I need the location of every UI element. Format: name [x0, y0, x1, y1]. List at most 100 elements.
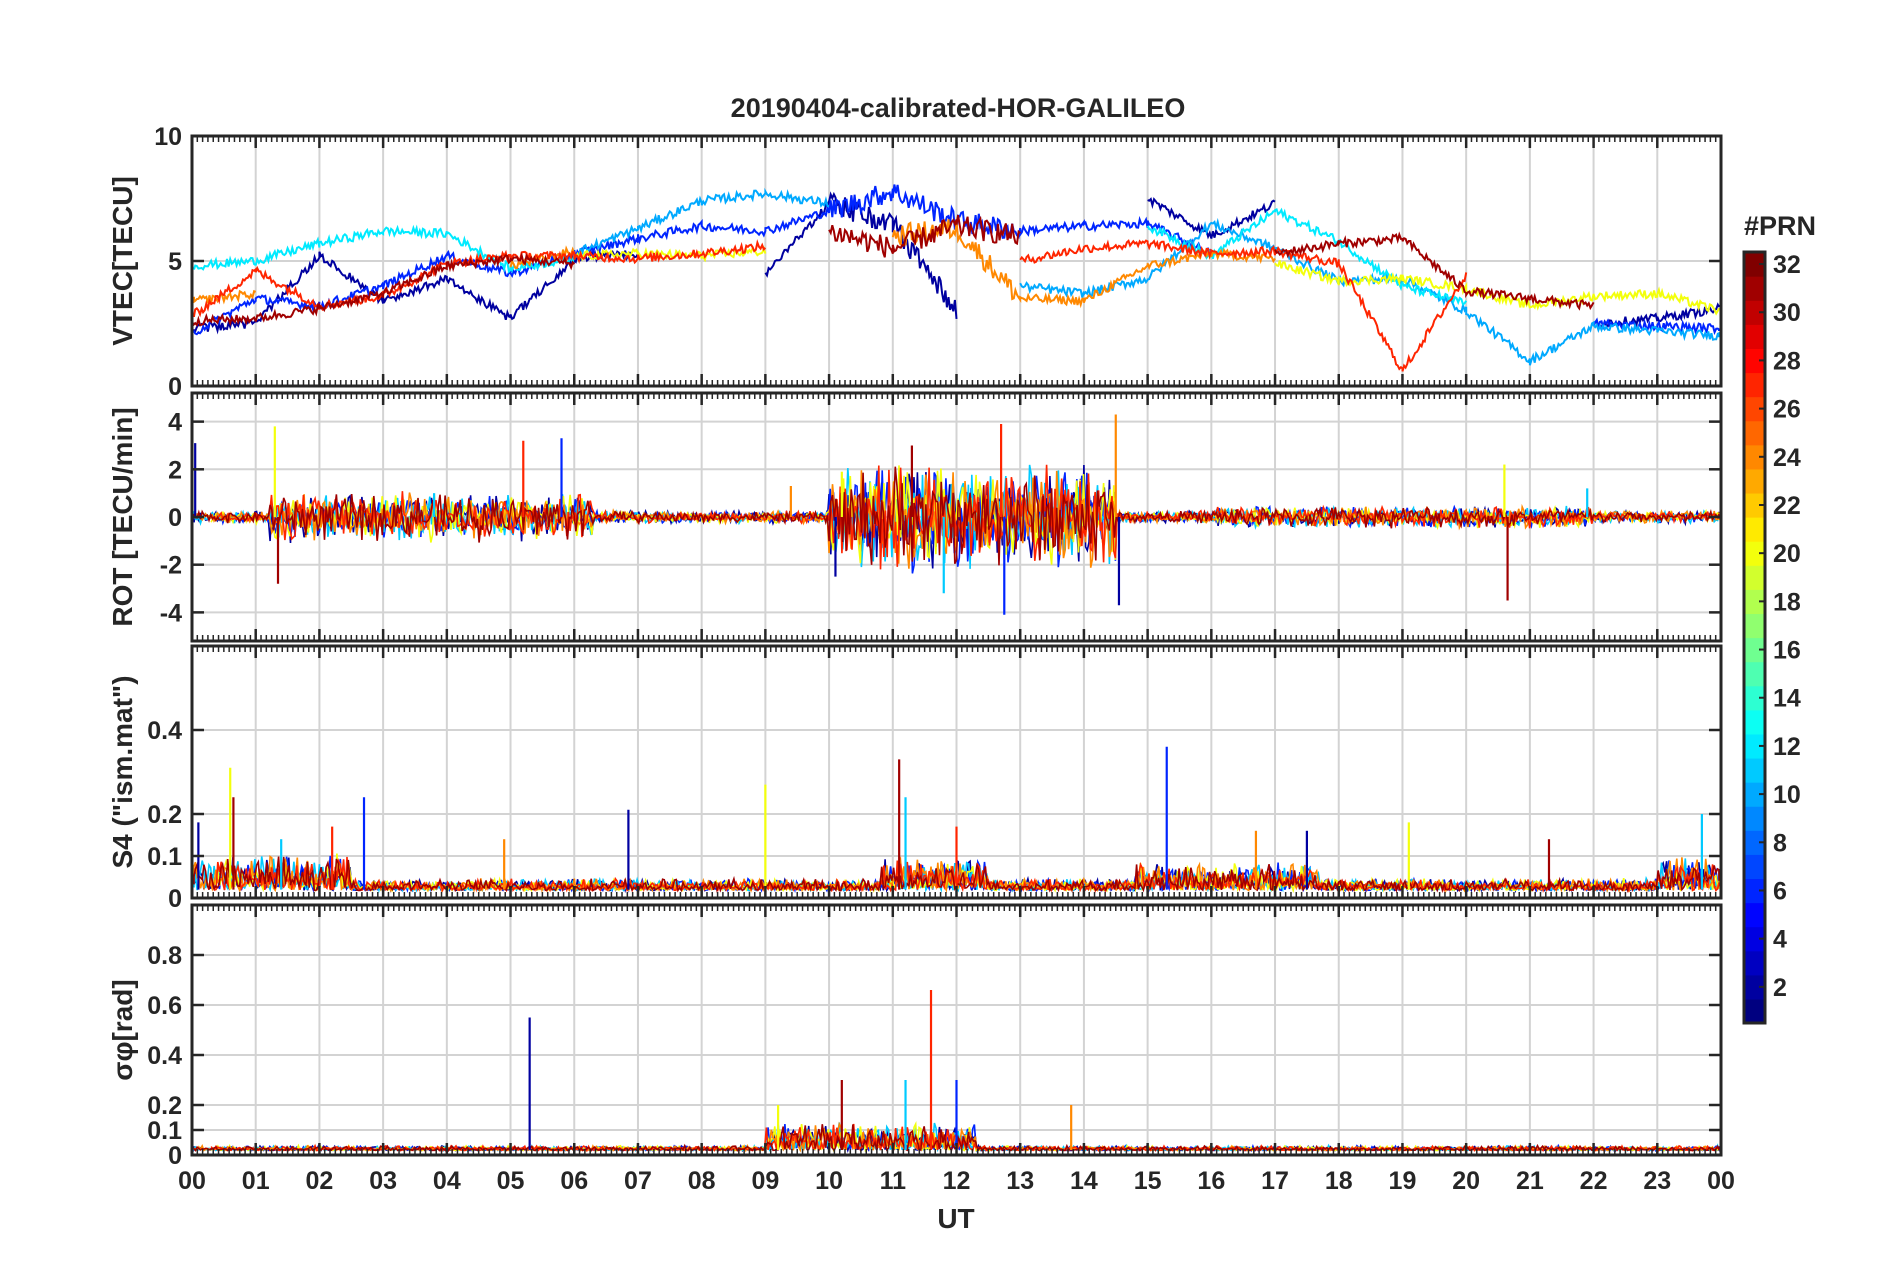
colorbar-segment — [1744, 974, 1765, 1000]
y-tick-label: 0 — [168, 504, 182, 532]
vtec-series-line — [193, 214, 1595, 327]
colorbar-segment — [1744, 661, 1765, 687]
colorbar-segment — [1744, 396, 1765, 422]
chart-title: 20190404-calibrated-HOR-GALILEO — [731, 93, 1186, 123]
colorbar-tick-label: 16 — [1773, 637, 1801, 665]
sigma-ylabel: σφ[rad] — [107, 979, 138, 1080]
x-tick-label: 00 — [1707, 1167, 1735, 1195]
colorbar-segment — [1744, 926, 1765, 952]
y-tick-label: 2 — [168, 456, 182, 484]
x-axis-label: UT — [937, 1203, 974, 1234]
y-tick-label: 0.6 — [147, 992, 182, 1020]
y-tick-label: 0.4 — [147, 717, 182, 745]
colorbar-tick-label: 32 — [1773, 251, 1801, 279]
colorbar-segment — [1744, 468, 1765, 494]
x-tick-label: 12 — [943, 1167, 971, 1195]
y-tick-label: 5 — [168, 248, 182, 276]
colorbar-tick-label: 18 — [1773, 588, 1801, 616]
colorbar-tick-label: 2 — [1773, 974, 1787, 1002]
colorbar-title: #PRN — [1744, 211, 1816, 241]
y-tick-label: 0.2 — [147, 801, 182, 829]
y-tick-label: 0 — [168, 1142, 182, 1170]
panel-rot: -4 -2 0 2 4 ROT [TECU/min] — [107, 391, 1723, 643]
y-tick-label: 10 — [154, 123, 182, 151]
panel-vtec: 0 5 10 VTEC[TECU] — [107, 123, 1723, 401]
y-tick-label: 0 — [168, 885, 182, 913]
x-tick-label: 04 — [433, 1167, 461, 1195]
x-tick-label: 13 — [1006, 1167, 1034, 1195]
colorbar-segment — [1744, 757, 1765, 783]
vtec-series-line — [193, 239, 1468, 372]
colorbar-segment — [1744, 998, 1765, 1024]
colorbar-tick-label: 8 — [1773, 829, 1787, 857]
colorbar-segment — [1744, 637, 1765, 663]
y-tick-label: 4 — [168, 409, 182, 437]
colorbar-tick-label: 14 — [1773, 685, 1801, 713]
colorbar-tick-label: 30 — [1773, 299, 1801, 327]
panel-rot-frame — [190, 391, 1723, 643]
colorbar-segment — [1744, 589, 1765, 615]
x-tick-label: 10 — [815, 1167, 843, 1195]
x-tick-label: 05 — [497, 1167, 525, 1195]
colorbar-tick-label: 4 — [1773, 926, 1787, 954]
colorbar-tick-label: 12 — [1773, 733, 1801, 761]
panel-s4-frame — [190, 644, 1723, 900]
x-tick-label: 18 — [1325, 1167, 1353, 1195]
y-tick-label: 0.1 — [147, 1117, 182, 1145]
colorbar-tick-label: 10 — [1773, 781, 1801, 809]
y-tick-label: 0 — [168, 373, 182, 401]
colorbar-segment — [1744, 541, 1765, 566]
x-tick-label: 19 — [1389, 1167, 1417, 1195]
colorbar-segment — [1744, 782, 1765, 807]
colorbar-segment — [1744, 324, 1765, 349]
x-tick-label: 14 — [1070, 1167, 1098, 1195]
colorbar-segment — [1744, 444, 1765, 470]
x-tick-label: 07 — [624, 1167, 652, 1195]
colorbar-segment — [1744, 565, 1765, 590]
y-tick-label: 0.2 — [147, 1092, 182, 1120]
vtec-series-line — [574, 245, 1720, 316]
y-tick-label: -2 — [160, 552, 182, 580]
x-tick-label: 02 — [306, 1167, 334, 1195]
colorbar-frame — [1742, 250, 1767, 1025]
colorbar-tick-label: 24 — [1773, 444, 1801, 472]
x-tick-label: 09 — [751, 1167, 779, 1195]
s4-ylabel: S4 ("ism.mat") — [107, 675, 138, 868]
x-tick-label: 22 — [1580, 1167, 1608, 1195]
colorbar-tick-label: 6 — [1773, 877, 1787, 905]
rot-ylabel: ROT [TECU/min] — [107, 407, 138, 626]
x-tick-label: 11 — [880, 1167, 907, 1195]
colorbar-segment — [1744, 685, 1765, 711]
colorbar-segment — [1744, 806, 1765, 831]
y-tick-label: 0.4 — [147, 1042, 182, 1070]
rot-noise-trace — [193, 466, 1720, 566]
panel-sigma-frame — [190, 903, 1723, 1157]
colorbar-segment — [1744, 300, 1765, 325]
colorbar-segment — [1744, 878, 1765, 904]
y-tick-label: 0.1 — [147, 843, 182, 871]
x-tick-label: 00 — [178, 1167, 206, 1195]
panel-sigma-phi: 00.10.2 0.4 0.6 0.8 σφ[rad] 00 01 02 03 04 05 06 0… — [107, 903, 1735, 1234]
x-tick-label: 01 — [242, 1167, 270, 1195]
colorbar-segment — [1744, 902, 1765, 928]
colorbar-segment — [1744, 492, 1765, 518]
y-tick-label: 0.8 — [147, 942, 182, 970]
colorbar-segment — [1744, 733, 1765, 759]
colorbar-tick-label: 22 — [1773, 492, 1801, 520]
x-tick-label: 21 — [1516, 1167, 1544, 1195]
x-tick-label: 06 — [560, 1167, 588, 1195]
colorbar-segment — [1744, 830, 1765, 855]
colorbar-segment — [1744, 372, 1765, 398]
panel-s4: 0 0.1 0.2 0.4 S4 ("ism.mat") — [107, 644, 1723, 913]
colorbar-segment — [1744, 252, 1765, 277]
x-tick-label: 20 — [1452, 1167, 1480, 1195]
x-tick-label: 08 — [688, 1167, 716, 1195]
colorbar-tick-label: 28 — [1773, 347, 1801, 375]
y-tick-label: -4 — [160, 599, 182, 627]
panel-vtec-frame — [190, 134, 1723, 388]
vtec-ylabel: VTEC[TECU] — [107, 176, 138, 346]
x-tick-label: 03 — [369, 1167, 397, 1195]
colorbar-segment — [1744, 348, 1765, 374]
